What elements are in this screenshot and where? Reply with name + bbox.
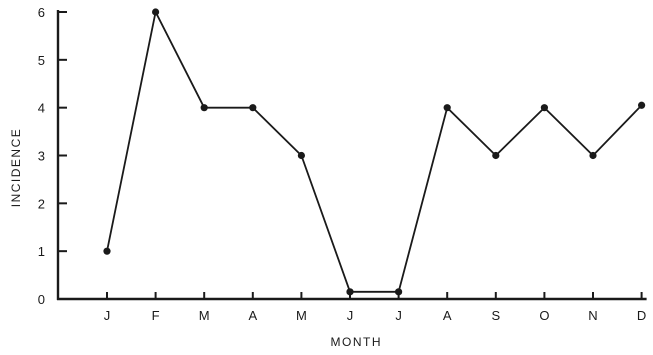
y-tick-label-1: 1 — [38, 244, 45, 259]
data-point-0-8 — [492, 151, 500, 160]
x-tick-label-5: J — [347, 308, 354, 323]
data-point-0-7 — [443, 104, 451, 112]
y-ticks: 0 1 2 3 4 5 6 — [38, 5, 67, 307]
y-axis: 0 1 2 3 4 5 6 — [38, 5, 67, 307]
data-point-0-9 — [540, 104, 549, 112]
y-axis-title: INCIDENCE — [9, 128, 23, 208]
data-point-0-4 — [297, 151, 305, 160]
y-tick-label-2: 2 — [38, 196, 45, 211]
x-tick-label-6: J — [395, 308, 402, 323]
x-tick-label-1: F — [152, 308, 160, 323]
data-point-0-10 — [589, 151, 597, 160]
x-tick-label-3: A — [248, 308, 257, 323]
x-tick-label-4: M — [296, 308, 307, 323]
x-tick-label-8: S — [491, 308, 500, 323]
data-point-0-2 — [200, 104, 208, 112]
y-tick-label-3: 3 — [38, 149, 45, 164]
data-point-0-0 — [103, 247, 111, 255]
data-point-0-3 — [249, 104, 257, 112]
x-tick-label-2: M — [199, 308, 210, 323]
x-axis-title: MONTH — [331, 335, 383, 349]
x-tick-label-0: J — [104, 308, 111, 323]
x-tick-label-9: O — [539, 308, 549, 323]
x-tick-label-7: A — [443, 308, 452, 323]
x-tick-label-10: N — [588, 308, 597, 323]
data-point-0-11 — [638, 101, 646, 109]
data-point-0-5 — [346, 288, 354, 296]
y-tick-label-6: 6 — [38, 5, 45, 20]
series-line-0 — [106, 9, 643, 293]
y-tick-label-4: 4 — [38, 101, 45, 116]
data-point-0-6 — [395, 288, 403, 296]
x-tick-label-11: D — [637, 308, 646, 323]
y-tick-label-0: 0 — [38, 292, 45, 307]
data-point-0-1 — [152, 8, 160, 16]
y-tick-label-5: 5 — [38, 53, 45, 68]
series-group — [103, 8, 646, 296]
